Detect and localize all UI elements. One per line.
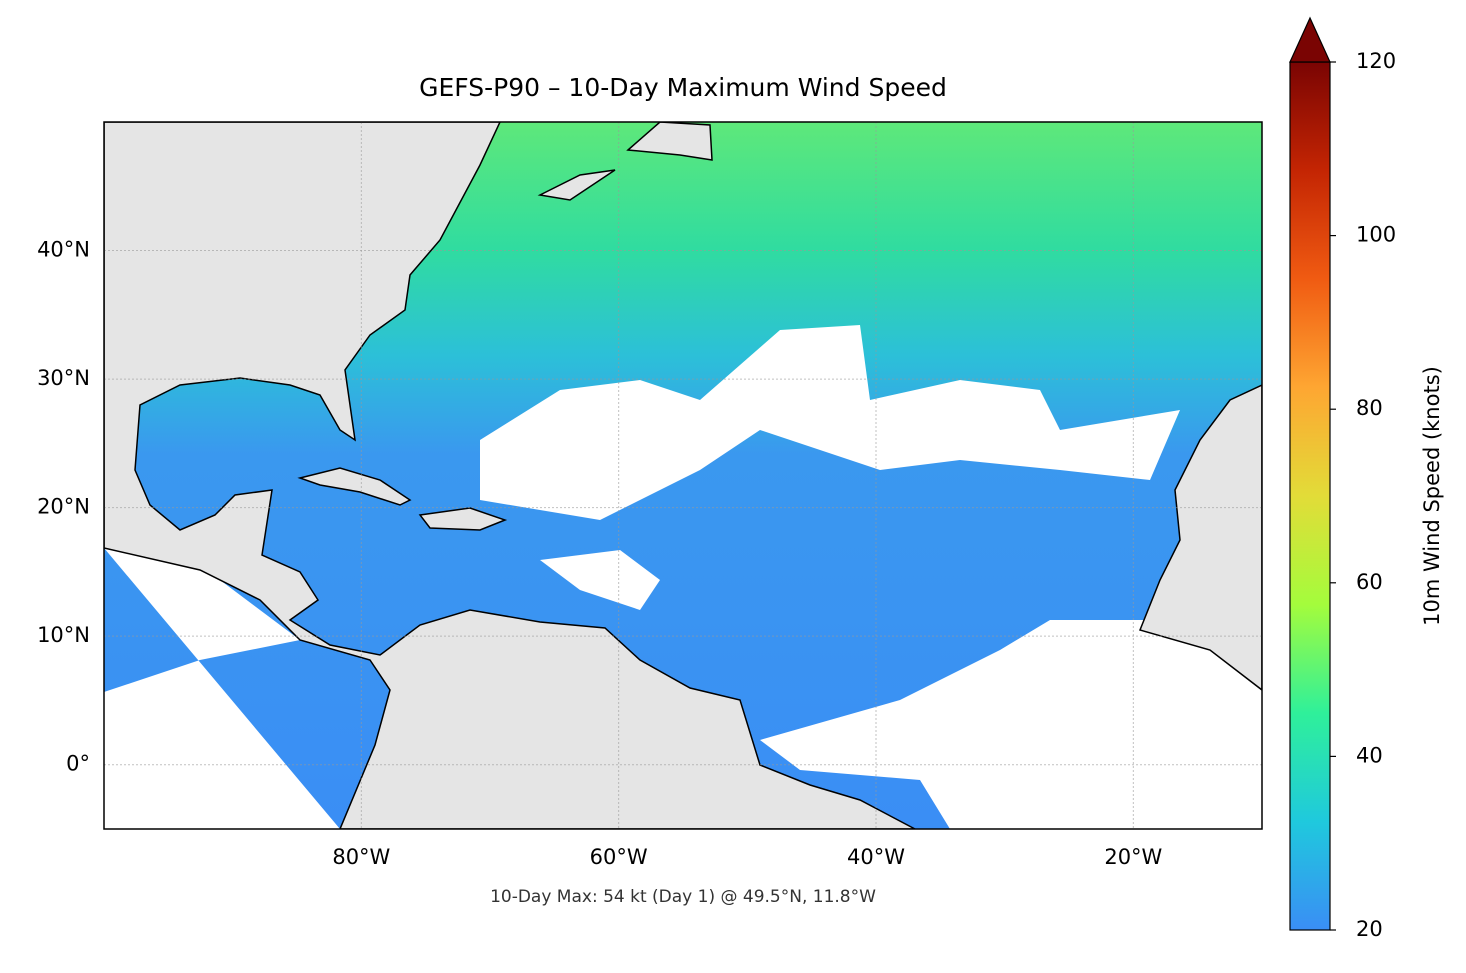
- y-tick-label: 20°N: [37, 495, 90, 519]
- colorbar: 10m Wind Speed (knots) 20 40 60 80 100 120: [1289, 16, 1444, 941]
- colorbar-tick-label: 120: [1356, 49, 1396, 73]
- land-africa: [1138, 384, 1262, 691]
- colorbar-label: 10m Wind Speed (knots): [1420, 366, 1444, 626]
- land-nova-scotia: [537, 169, 616, 201]
- x-tick-label: 40°W: [847, 845, 905, 869]
- x-tick-label: 80°W: [332, 845, 390, 869]
- y-tick-label: 10°N: [37, 623, 90, 647]
- colorbar-tick-label: 80: [1356, 396, 1383, 420]
- x-tick-label: 20°W: [1104, 845, 1162, 869]
- colorbar-tick-label: 60: [1356, 570, 1383, 594]
- grid: [104, 122, 1262, 829]
- plot-frame: [103, 121, 1263, 830]
- chart-title: GEFS-P90 – 10-Day Maximum Wind Speed: [419, 73, 947, 102]
- colorbar-extend: [1289, 16, 1331, 63]
- colorbar-scale: [1289, 61, 1331, 931]
- below-threshold: [104, 325, 1262, 829]
- colorbar-tick-label: 20: [1356, 917, 1383, 941]
- land-cuba: [297, 467, 412, 506]
- colorbar-tick-label: 40: [1356, 743, 1383, 767]
- annotation: 10-Day Max: 54 kt (Day 1) @ 49.5°N, 11.8…: [490, 887, 876, 907]
- land-newfoundland: [626, 122, 713, 161]
- y-tick-label: 30°N: [37, 366, 90, 390]
- y-tick-label: 40°N: [37, 238, 90, 262]
- y-tick-label: 0°: [66, 752, 90, 776]
- colorbar-tick-label: 100: [1356, 223, 1396, 247]
- land-hispaniola: [418, 507, 508, 531]
- land-americas: [104, 122, 916, 829]
- map: [104, 122, 1262, 829]
- x-tick-label: 60°W: [590, 845, 648, 869]
